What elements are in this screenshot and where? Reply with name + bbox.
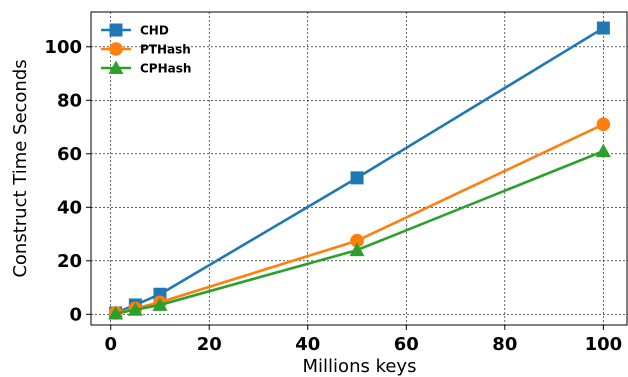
y-tick-label: 100: [44, 37, 82, 58]
legend-item-pthash: PTHash: [101, 42, 191, 57]
y-tick-label: 0: [69, 304, 82, 325]
y-tick-label: 20: [57, 251, 82, 272]
legend-marker-cphash: [108, 60, 124, 74]
y-tick-label: 80: [57, 90, 82, 111]
y-tick-label: 40: [57, 197, 82, 218]
cphash-point: [108, 305, 124, 320]
legend-label-chd: CHD: [140, 24, 169, 38]
cphash-point: [595, 143, 611, 158]
x-tick-label: 20: [197, 334, 222, 355]
cphash-point: [349, 242, 365, 257]
x-tick-label: 0: [104, 334, 117, 355]
pthash-point: [596, 117, 611, 132]
y-tick-label: 60: [57, 144, 82, 165]
x-tick-label: 40: [295, 334, 320, 355]
series-pthash: [108, 117, 611, 320]
x-axis-label: Millions keys: [303, 356, 417, 377]
ticks: 0 20 40 60 80 100 0 20 40 60 80 100: [44, 37, 622, 355]
chd-point: [596, 21, 610, 35]
x-tick-label: 60: [394, 334, 419, 355]
grid: [91, 12, 628, 325]
legend-label-pthash: PTHash: [140, 43, 191, 57]
series-layer: [108, 21, 611, 320]
y-axis-label: Construct Time Seconds: [10, 59, 31, 277]
legend-label-cphash: CPHash: [140, 62, 191, 76]
x-tick-label: 100: [585, 334, 623, 355]
cphash-point: [152, 297, 168, 311]
legend-item-cphash: CPHash: [101, 60, 191, 76]
x-tick-label: 80: [492, 334, 517, 355]
plot-frame: [90, 11, 628, 326]
pthash-point: [350, 233, 364, 248]
legend-marker-pthash: [109, 42, 123, 56]
series-cphash: [108, 143, 611, 320]
legend-marker-chd: [109, 23, 123, 37]
legend: CHD PTHash CPHash: [101, 23, 191, 76]
pthash-line: [115, 123, 604, 315]
legend-item-chd: CHD: [101, 23, 169, 38]
chd-point: [350, 171, 364, 185]
cphash-point: [127, 302, 143, 316]
